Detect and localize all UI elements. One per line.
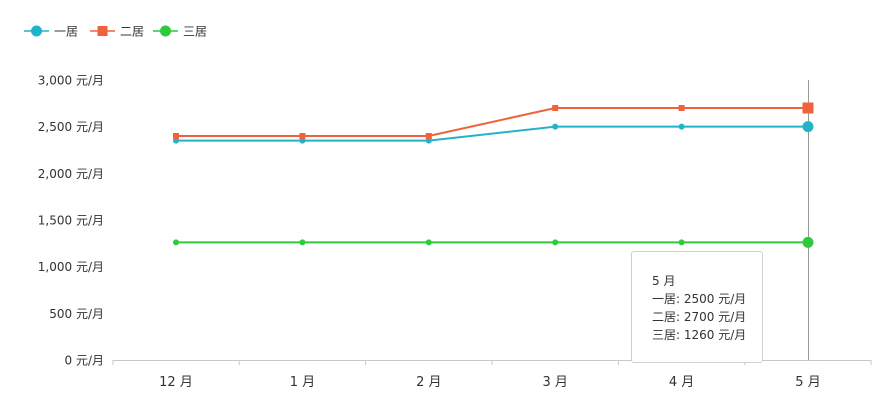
series-1	[173, 121, 814, 144]
data-point[interactable]	[299, 133, 306, 139]
legend-item-2[interactable]: 二居	[90, 25, 144, 39]
legend-item-3[interactable]: 三居	[153, 25, 207, 39]
tooltip-title: 5 月	[652, 274, 676, 288]
legend-label: 三居	[183, 25, 207, 39]
legend-marker-circle	[31, 25, 42, 37]
y-tick-label: 2,500 元/月	[38, 120, 104, 134]
data-point[interactable]	[425, 133, 432, 139]
x-tick-label: 5 月	[795, 375, 820, 390]
data-point[interactable]	[173, 239, 179, 246]
legend: 一居 二居 三居	[24, 25, 207, 39]
data-point[interactable]	[173, 137, 179, 144]
data-point[interactable]	[678, 105, 685, 111]
data-point[interactable]	[299, 137, 306, 144]
data-point[interactable]	[802, 236, 814, 248]
data-point[interactable]	[425, 239, 432, 246]
legend-label: 一居	[54, 25, 78, 39]
data-point[interactable]	[802, 121, 814, 133]
tooltip: 5 月 一居: 2500 元/月 二居: 2700 元/月 三居: 1260 元…	[631, 251, 763, 363]
data-point[interactable]	[552, 239, 559, 246]
data-point[interactable]	[425, 137, 432, 144]
series-2	[173, 102, 814, 139]
tooltip-line-series-1: 一居: 2500 元/月	[652, 292, 747, 306]
data-point[interactable]	[173, 133, 179, 139]
legend-marker-square	[97, 26, 108, 36]
y-tick-label: 1,000 元/月	[38, 260, 104, 274]
x-tick-label: 1 月	[290, 375, 315, 390]
data-point[interactable]	[678, 239, 685, 246]
series-layer	[173, 102, 814, 248]
data-point[interactable]	[802, 102, 814, 114]
data-point[interactable]	[552, 123, 559, 130]
x-tick-label: 3 月	[542, 375, 567, 390]
series-3	[173, 236, 814, 248]
legend-marker-circle	[160, 25, 171, 37]
x-tick-label: 4 月	[669, 375, 694, 390]
y-tick-label: 0 元/月	[65, 354, 105, 368]
tooltip-line-series-3: 三居: 1260 元/月	[652, 328, 747, 342]
y-tick-label: 2,000 元/月	[38, 167, 104, 181]
y-axis: 0 元/月 500 元/月 1,000 元/月 1,500 元/月 2,000 元/月 2…	[38, 74, 104, 368]
y-tick-label: 1,500 元/月	[38, 214, 104, 228]
legend-label: 二居	[120, 25, 144, 39]
series-line	[176, 125, 808, 142]
series-line	[176, 107, 808, 137]
data-point[interactable]	[678, 123, 685, 130]
tooltip-line-series-2: 二居: 2700 元/月	[652, 310, 747, 324]
y-tick-label: 500 元/月	[49, 307, 104, 321]
legend-item-1[interactable]: 一居	[24, 25, 78, 39]
data-point[interactable]	[552, 105, 559, 111]
x-tick-label: 2 月	[416, 375, 441, 390]
x-axis: 12 月 1 月 2 月 3 月 4 月 5 月	[112, 360, 872, 390]
x-tick-label: 12 月	[159, 375, 193, 390]
data-point[interactable]	[299, 239, 306, 246]
y-tick-label: 3,000 元/月	[38, 74, 104, 88]
